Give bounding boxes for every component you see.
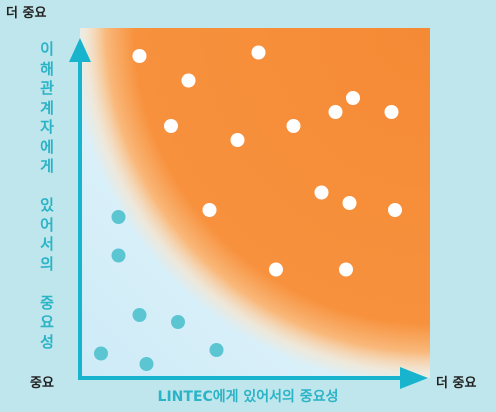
y-axis-title-char: 자 — [40, 118, 54, 136]
high-importance-point — [342, 196, 357, 210]
y-axis-title-char: 중 — [40, 293, 54, 312]
y-axis-title-char: 에 — [40, 137, 54, 156]
y-axis-title-char: 해 — [40, 59, 54, 78]
high-importance-point — [132, 49, 147, 63]
y-axis-arrow — [69, 38, 91, 62]
y-axis-title-char: 관 — [40, 79, 54, 97]
y-axis-title-char: 의 — [40, 254, 54, 273]
y-axis-title-char: 어 — [40, 215, 54, 234]
x-axis-title: LINTEC에게 있어서의 중요성 — [157, 389, 339, 405]
y-axis-title-char: 계 — [40, 98, 54, 117]
y-axis-title-char — [38, 177, 56, 197]
high-importance-point — [388, 203, 402, 217]
high-importance-point — [230, 133, 245, 147]
high-importance-point — [181, 73, 196, 88]
origin-label: 중요 — [30, 376, 54, 391]
low-importance-point — [132, 308, 147, 322]
high-importance-point — [384, 105, 399, 119]
low-importance-point — [139, 357, 154, 371]
high-importance-point — [269, 262, 283, 277]
high-importance-point — [202, 203, 217, 217]
high-importance-point — [339, 262, 353, 277]
low-importance-point — [171, 315, 185, 329]
y-axis-title-char: 성 — [40, 332, 54, 351]
high-importance-point — [251, 45, 266, 60]
y-axis-title-char — [38, 274, 56, 294]
high-importance-zone — [80, 28, 430, 378]
y-axis-title-char: 있 — [40, 196, 54, 214]
x-axis-arrow — [400, 367, 428, 389]
y-axis-max-label: 더 중요 — [6, 6, 47, 21]
high-importance-point — [286, 119, 301, 133]
x-axis-max-label: 더 중요 — [436, 376, 477, 391]
low-importance-point — [111, 248, 126, 263]
high-importance-point — [314, 185, 329, 200]
high-importance-point — [346, 91, 360, 105]
y-axis-title-char: 이 — [40, 40, 54, 58]
y-axis-title-char: 게 — [40, 157, 54, 175]
low-importance-point — [209, 343, 224, 357]
y-axis-title-char: 요 — [40, 313, 54, 331]
high-importance-point — [328, 105, 343, 119]
low-importance-point — [111, 210, 126, 224]
y-axis-title-char: 서 — [40, 235, 54, 253]
high-importance-point — [164, 119, 178, 133]
low-importance-point — [94, 346, 108, 361]
